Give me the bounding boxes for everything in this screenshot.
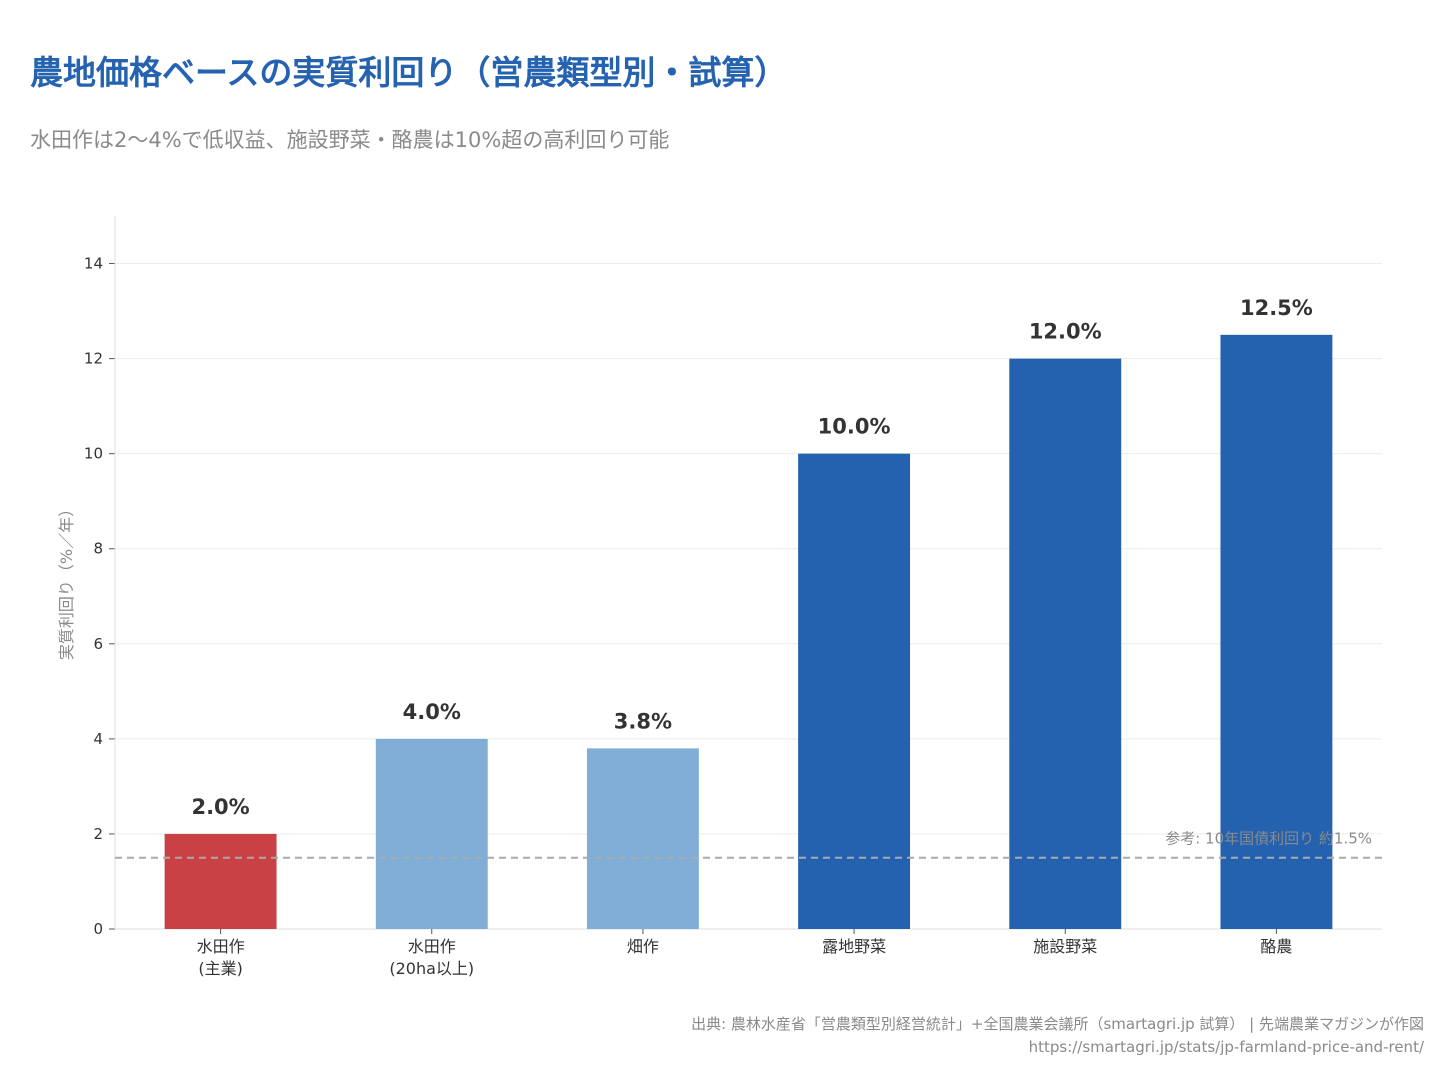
bar	[375, 738, 488, 929]
x-tick-label: 酪農	[1260, 937, 1292, 956]
y-tick-label: 6	[93, 635, 103, 653]
x-tick-label: 水田作(20ha以上)	[389, 937, 474, 978]
bar	[798, 453, 911, 929]
bar-value-label: 12.0%	[1029, 320, 1102, 344]
bar-value-label: 10.0%	[818, 415, 891, 439]
y-tick-label: 4	[93, 730, 103, 748]
bar-value-label: 4.0%	[403, 700, 461, 724]
y-tick-label: 0	[93, 920, 103, 938]
bar-value-label: 3.8%	[614, 709, 672, 733]
bar	[586, 748, 699, 929]
y-tick-label: 12	[84, 350, 103, 368]
chart-subtitle: 水田作は2〜4%で低収益、施設野菜・酪農は10%超の高利回り可能	[30, 128, 670, 152]
x-tick-label: 施設野菜	[1033, 937, 1097, 956]
y-tick-label: 2	[93, 825, 103, 843]
bar	[1220, 334, 1333, 929]
y-tick-label: 8	[93, 540, 103, 558]
source-url: https://smartagri.jp/stats/jp-farmland-p…	[1028, 1038, 1424, 1056]
x-tick-label: 水田作(主業)	[197, 937, 245, 978]
x-tick-label: 露地野菜	[822, 937, 886, 956]
bar	[1009, 358, 1122, 930]
chart-title: 農地価格ベースの実質利回り（営農類型別・試算）	[30, 53, 788, 92]
reference-line-label: 参考: 10年国債利回り 約1.5%	[1165, 830, 1372, 848]
bar-chart: 0 2 4 6 8 10 12 14 実質利回り（%／年） 2.0% 水田作(主業) 4.0% 水田作(…	[57, 216, 1382, 978]
bar	[164, 833, 277, 929]
y-tick-label: 10	[84, 445, 103, 463]
x-tick-label: 畑作	[627, 937, 659, 956]
source-note: 出典: 農林水産省「営農類型別経営統計」+全国農業会議所（smartagri.j…	[691, 1015, 1424, 1033]
y-axis-label: 実質利回り（%／年）	[57, 501, 76, 660]
bar-value-label: 2.0%	[191, 795, 249, 819]
bar-value-label: 12.5%	[1240, 296, 1313, 320]
y-tick-label: 14	[84, 255, 103, 273]
